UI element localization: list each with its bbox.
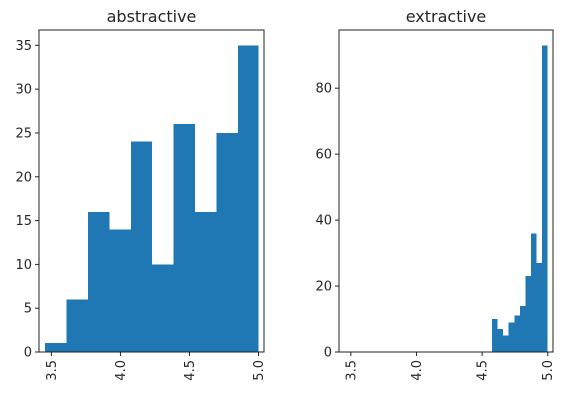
extractive-xtick-label-0: 3.5	[344, 360, 359, 381]
abstractive-ytick-label-6: 30	[15, 83, 32, 98]
abstractive-bar-9	[237, 45, 259, 352]
abstractive-ytick-label-0: 0	[24, 346, 32, 361]
extractive-xtick-label-3: 5.0	[541, 360, 556, 381]
extractive-bar-1	[497, 328, 504, 352]
abstractive-xtick-label-3: 5.0	[252, 360, 267, 381]
extractive-xtick-label-2: 4.5	[476, 360, 491, 381]
abstractive-xtick-label-2: 4.5	[183, 360, 198, 381]
abstractive-xtick-label-1: 4.0	[114, 360, 129, 381]
abstractive-ytick-label-3: 15	[15, 214, 32, 229]
abstractive-bar-4	[130, 141, 153, 352]
abstractive-bar-1	[66, 299, 89, 352]
extractive-ytick-label-3: 60	[315, 148, 332, 163]
abstractive-bar-0	[45, 343, 67, 352]
abstractive-bar-6	[173, 124, 195, 352]
abstractive-panel: abstractive 0 5 10 15 20 25 30 35 3.5 4.0 4.5 5.0	[15, 7, 267, 381]
abstractive-title: abstractive	[107, 7, 197, 26]
extractive-ytick-label-2: 40	[315, 214, 332, 229]
abstractive-ytick-label-5: 25	[15, 126, 32, 141]
abstractive-ytick-label-7: 35	[15, 39, 32, 54]
extractive-bar-5	[519, 305, 526, 352]
extractive-ytick-label-1: 20	[315, 280, 332, 295]
abstractive-bar-8	[216, 132, 238, 352]
extractive-bar-3	[508, 322, 515, 352]
abstractive-bar-3	[109, 229, 131, 352]
abstractive-ytick-label-1: 5	[24, 302, 32, 317]
extractive-bar-7	[530, 233, 537, 352]
extractive-bar-6	[525, 276, 531, 352]
abstractive-ytick-label-2: 10	[15, 258, 32, 273]
extractive-title: extractive	[406, 7, 487, 26]
abstractive-axes-frame	[38, 29, 265, 353]
abstractive-ytick-label-4: 20	[15, 170, 32, 185]
abstractive-bar-7	[194, 211, 217, 352]
abstractive-bar-5	[152, 264, 174, 352]
extractive-ytick-label-0: 0	[324, 346, 332, 361]
extractive-bar-4	[514, 315, 520, 352]
extractive-xtick-label-1: 4.0	[410, 360, 425, 381]
extractive-bar-2	[503, 335, 509, 352]
extractive-panel: extractive 0 20 40 60 80 3.5 4.0 4.5 5.0	[315, 7, 556, 381]
extractive-ytick-label-4: 80	[315, 82, 332, 97]
extractive-bar-8	[536, 262, 543, 352]
extractive-axes-frame	[338, 29, 554, 353]
extractive-bar-9	[542, 45, 548, 352]
extractive-bar-0	[491, 319, 498, 352]
abstractive-xtick-label-0: 3.5	[45, 360, 60, 381]
abstractive-bar-2	[88, 211, 110, 352]
